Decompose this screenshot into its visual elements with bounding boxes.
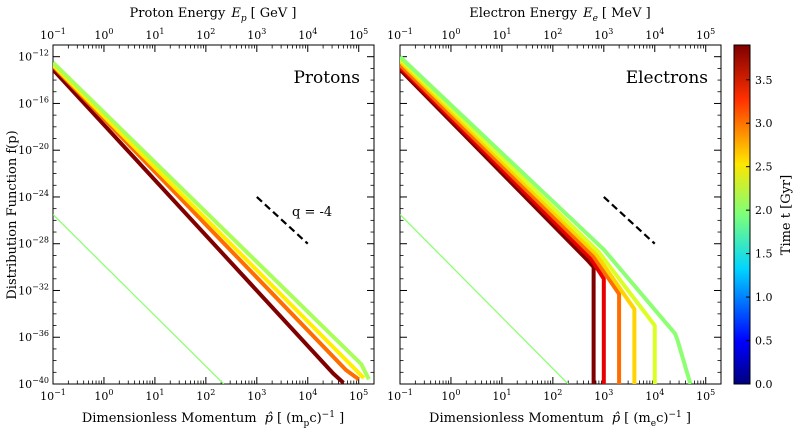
y-tick-label: 10−32	[18, 282, 49, 297]
electrons-panel: 10−1 10−1 100 100 101 101 102 102 103 103 104 104 10…	[387, 6, 722, 429]
x-axis-title-unit-end: ]	[682, 411, 691, 426]
y-tick-label: 10−20	[18, 142, 49, 157]
x-tick-label: 102	[543, 388, 562, 403]
initial-spectrum-line	[400, 214, 569, 384]
series-group	[400, 55, 693, 384]
x-axis-title-unit-open: [ (m	[277, 411, 304, 426]
x-top-tick-label: 102	[196, 27, 215, 42]
series-group	[53, 61, 371, 384]
top-axis-title-symbol: E	[582, 6, 593, 21]
colorbar-tick-label: 3.5	[755, 74, 773, 87]
x-tick-label: 101	[145, 388, 164, 403]
x-tick-label: 100	[94, 388, 113, 403]
x-tick-label: 105	[696, 388, 715, 403]
x-top-tick-label: 103	[247, 27, 266, 42]
top-axis-title-sub: p	[241, 14, 247, 24]
x-tick-label: 103	[594, 388, 613, 403]
panel-label: Protons	[293, 68, 360, 88]
slope-guide-line	[256, 196, 309, 245]
colorbar-gradient	[733, 44, 751, 385]
x-top-tick-label: 102	[543, 27, 562, 42]
x-top-tick-label: 103	[594, 27, 613, 42]
x-axis-title-main: Dimensionless Momentum	[429, 411, 604, 426]
x-top-tick-label: 104	[645, 27, 664, 42]
top-axis-title: Electron Energy Ee [ MeV ]	[469, 6, 650, 24]
x-axis-title-symbol: p̂	[265, 411, 274, 426]
axis-ticks: 10−1 10−1 100 100 101 101 102 102 103 103 104 104 10…	[18, 27, 374, 403]
x-axis-title-unit-close: c)	[656, 411, 668, 426]
top-axis-title-main: Proton Energy	[130, 6, 226, 21]
slope-guide-line	[603, 196, 656, 245]
y-tick-label: 10−40	[18, 376, 49, 391]
slope-annotation: q = -4	[292, 205, 332, 220]
series-line	[400, 55, 693, 384]
x-top-tick-label: 104	[298, 27, 317, 42]
x-top-tick-label: 100	[441, 27, 460, 42]
top-axis-title-symbol: E	[230, 6, 241, 21]
top-axis-title-main: Electron Energy	[469, 6, 577, 21]
x-tick-label: 105	[349, 388, 368, 403]
series-line	[53, 61, 371, 381]
top-axis-title-unit: [ GeV ]	[251, 6, 297, 21]
top-axis-title-unit: [ MeV ]	[602, 6, 651, 21]
x-axis-title-main: Dimensionless Momentum	[82, 411, 257, 426]
colorbar-title: Time t [Gyr]	[779, 175, 794, 255]
colorbar-tick-label: 1.5	[755, 248, 773, 261]
x-tick-label: 102	[196, 388, 215, 403]
colorbar-tick-label: 0.0	[755, 378, 773, 391]
protons-panel: 10−1 10−1 100 100 101 101 102 102 103 103 104 104 10…	[18, 6, 375, 429]
series-line	[400, 65, 606, 384]
y-tick-label: 10−28	[18, 236, 49, 251]
x-tick-label: 103	[247, 388, 266, 403]
x-axis-title-unit-sup: −1	[668, 410, 681, 420]
x-axis-title-unit-sub: p	[304, 419, 310, 429]
colorbar-tick-label: 2.5	[755, 161, 773, 174]
series-line	[53, 68, 345, 384]
y-tick-label: 10−16	[18, 95, 49, 110]
y-tick-label: 10−24	[18, 189, 49, 204]
x-tick-label: 101	[492, 388, 511, 403]
top-axis-title-sub: e	[593, 14, 598, 24]
x-axis-title-symbol: p̂	[612, 411, 621, 426]
x-axis-title-unit-end: ]	[335, 411, 344, 426]
colorbar-tick-label: 1.0	[755, 291, 773, 304]
colorbar-ticks: 0.0 0.5 1.0 1.5 2.0 2.5 3.0 3.5	[746, 74, 773, 391]
x-top-tick-label: 105	[696, 27, 715, 42]
series-line	[400, 63, 622, 384]
x-axis-title-unit-sub: e	[651, 419, 656, 429]
x-top-tick-label: 101	[492, 27, 511, 42]
x-tick-label: 10−1	[387, 388, 413, 403]
series-line	[400, 68, 596, 384]
x-axis-title-unit-close: c)	[309, 411, 321, 426]
y-tick-label: 10−36	[18, 329, 49, 344]
y-axis-title: Distribution Function f(p)	[5, 130, 20, 299]
series-line	[53, 64, 360, 381]
x-tick-label: 104	[298, 388, 317, 403]
series-line	[53, 63, 366, 380]
x-tick-label: 10−1	[40, 388, 66, 403]
colorbar: 0.0 0.5 1.0 1.5 2.0 2.5 3.0 3.5 Time t [Gyr]	[733, 44, 794, 391]
y-tick-label: 10−12	[18, 49, 49, 64]
x-top-tick-label: 101	[145, 27, 164, 42]
top-axis-title: Proton Energy Ep [ GeV ]	[130, 6, 297, 24]
panel-label: Electrons	[626, 68, 708, 88]
series-line	[400, 59, 637, 384]
colorbar-tick-label: 3.0	[755, 117, 773, 130]
x-top-tick-label: 105	[349, 27, 368, 42]
initial-spectrum-line	[53, 214, 225, 384]
x-tick-label: 104	[645, 388, 664, 403]
x-top-tick-label: 10−1	[40, 27, 66, 42]
colorbar-tick-label: 0.5	[755, 335, 773, 348]
x-axis-title: Dimensionless Momentum p̂[ (mec)−1 ]	[429, 410, 691, 429]
x-axis-title-unit-sup: −1	[322, 410, 335, 420]
x-tick-label: 100	[441, 388, 460, 403]
colorbar-tick-label: 2.0	[755, 204, 773, 217]
x-axis-title: Dimensionless Momentum p̂[ (mpc)−1 ]	[82, 410, 344, 429]
series-line	[400, 57, 657, 384]
x-top-tick-label: 10−1	[387, 27, 413, 42]
x-top-tick-label: 100	[94, 27, 113, 42]
x-axis-title-unit-open: [ (m	[624, 411, 651, 426]
